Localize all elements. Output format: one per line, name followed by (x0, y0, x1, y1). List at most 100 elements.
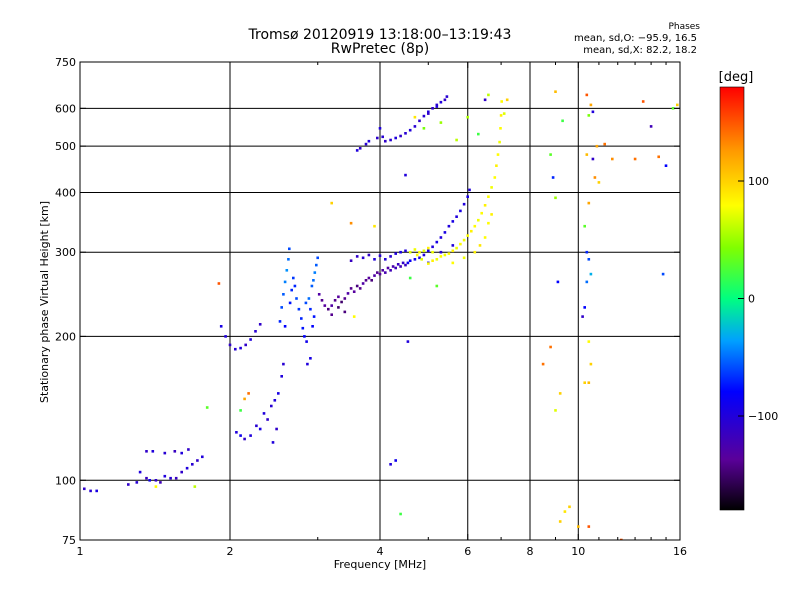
data-point (443, 98, 447, 102)
data-point (386, 266, 390, 270)
data-point (439, 121, 443, 124)
x-tick-label: 6 (464, 545, 471, 558)
x-tick-label: 8 (527, 545, 534, 558)
data-point (180, 470, 183, 474)
data-point (487, 195, 490, 198)
data-point (330, 304, 333, 307)
data-point (378, 272, 382, 276)
data-point (280, 306, 283, 309)
data-point (554, 196, 557, 200)
data-point (337, 295, 340, 299)
data-point (435, 284, 439, 288)
data-point (235, 431, 238, 434)
data-point (278, 320, 282, 323)
data-point (404, 173, 407, 177)
data-point (459, 209, 462, 213)
data-point (399, 265, 402, 268)
y-axis-label: Stationary phase Virtual Height [km] (38, 201, 51, 403)
data-point (585, 280, 589, 284)
colorbar-ticks: 100 0 −100 (738, 175, 778, 423)
data-point (340, 300, 343, 304)
data-point (466, 195, 469, 198)
data-point (287, 258, 290, 261)
data-point (89, 489, 92, 493)
data-point (583, 306, 586, 309)
data-point (135, 481, 139, 484)
data-point (343, 310, 347, 314)
data-point (498, 140, 501, 144)
data-point (468, 188, 471, 192)
data-point (558, 392, 562, 395)
data-point (337, 306, 340, 309)
data-point (201, 455, 204, 459)
data-point (587, 381, 591, 384)
data-point (583, 381, 586, 384)
data-point (389, 138, 392, 142)
data-point (587, 114, 591, 117)
data-point (378, 254, 382, 257)
data-point (597, 181, 601, 184)
y-tick-label: 750 (55, 56, 76, 69)
data-point (657, 155, 660, 159)
phases-o-stats: mean, sd,O: −95.9, 16.5 (574, 33, 697, 44)
data-point (443, 253, 447, 257)
data-point (496, 153, 500, 156)
data-point (317, 293, 321, 296)
data-point (217, 282, 221, 285)
data-point (408, 259, 412, 262)
data-point (163, 474, 167, 478)
data-point (312, 315, 316, 318)
data-point (422, 114, 426, 118)
data-point (396, 263, 400, 266)
data-point (367, 276, 371, 280)
data-point (254, 330, 257, 333)
data-point (367, 139, 371, 143)
data-point (304, 301, 308, 305)
data-point (589, 103, 593, 107)
data-point (500, 100, 503, 103)
data-point (451, 220, 455, 223)
data-point (439, 255, 443, 258)
data-point (394, 459, 397, 462)
data-point (367, 253, 371, 257)
data-point (282, 293, 285, 296)
data-point (620, 538, 623, 540)
data-point (330, 201, 333, 205)
data-point (568, 505, 571, 509)
data-point (676, 103, 679, 107)
data-point (495, 164, 498, 167)
data-point (349, 259, 353, 262)
data-point (180, 451, 183, 455)
data-point (443, 231, 447, 234)
data-point (418, 250, 421, 254)
colorbar-label: [deg] (719, 70, 754, 85)
data-point (138, 470, 142, 474)
data-point (266, 418, 269, 421)
x-tick-label: 10 (571, 545, 585, 558)
data-point (563, 510, 567, 513)
data-point (431, 250, 434, 254)
data-point (483, 236, 487, 239)
phases-x-stats: mean, sd,X: 82.2, 18.2 (583, 45, 697, 56)
data-point (247, 392, 250, 395)
chart-title: Tromsø 20120919 13:18:00–13:19:43 (248, 27, 512, 43)
data-point (408, 128, 412, 132)
data-point (466, 234, 469, 237)
y-tick-label: 300 (55, 246, 76, 259)
x-tick-label: 16 (673, 545, 687, 558)
data-point (327, 307, 330, 311)
y-tick-label: 100 (55, 474, 76, 487)
data-point (551, 176, 555, 179)
colorbar-tick-label: 0 (748, 293, 755, 306)
data-point (408, 250, 412, 254)
data-point (315, 263, 318, 267)
data-point (399, 512, 402, 516)
data-point (591, 110, 595, 114)
data-points (83, 90, 679, 540)
data-point (258, 323, 262, 326)
data-point (273, 399, 277, 402)
data-point (447, 224, 451, 228)
data-point (603, 142, 606, 146)
data-point (355, 284, 359, 288)
data-point (447, 252, 451, 255)
